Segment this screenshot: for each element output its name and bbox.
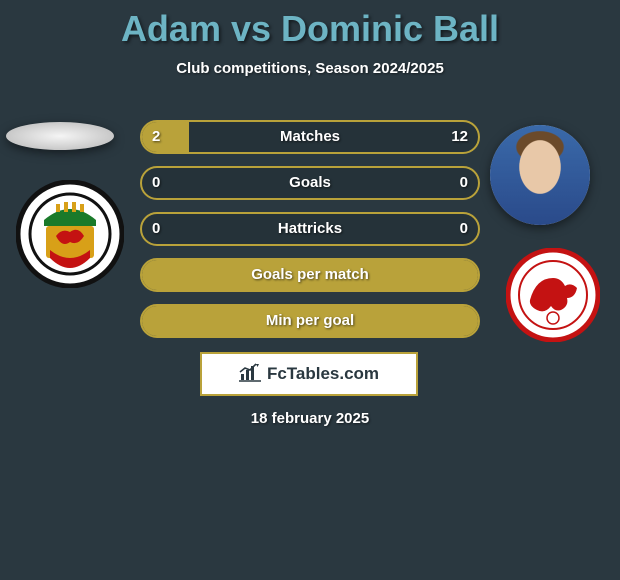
page-title: Adam vs Dominic Ball bbox=[0, 0, 620, 50]
stat-label: Hattricks bbox=[142, 214, 478, 244]
date-text: 18 february 2025 bbox=[0, 410, 620, 427]
stat-bar: 00Hattricks bbox=[140, 212, 480, 246]
player-face-right bbox=[490, 125, 590, 225]
stat-label: Min per goal bbox=[142, 306, 478, 336]
stat-label: Matches bbox=[142, 122, 478, 152]
subtitle: Club competitions, Season 2024/2025 bbox=[0, 60, 620, 77]
club-badge-right bbox=[506, 248, 600, 342]
player-photo-left bbox=[6, 122, 114, 150]
brand-chart-icon bbox=[239, 362, 261, 387]
player-photo-right bbox=[490, 125, 590, 225]
club-badge-left bbox=[16, 180, 124, 288]
stat-label: Goals per match bbox=[142, 260, 478, 290]
stat-bar: 00Goals bbox=[140, 166, 480, 200]
stats-container: 212Matches 00Goals 00Hattricks Goals per ma… bbox=[140, 120, 480, 350]
stat-bar: 212Matches bbox=[140, 120, 480, 154]
stat-bar: Min per goal bbox=[140, 304, 480, 338]
brand-box[interactable]: FcTables.com bbox=[200, 352, 418, 396]
stat-label: Goals bbox=[142, 168, 478, 198]
brand-text: FcTables.com bbox=[267, 364, 379, 384]
stat-bar: Goals per match bbox=[140, 258, 480, 292]
